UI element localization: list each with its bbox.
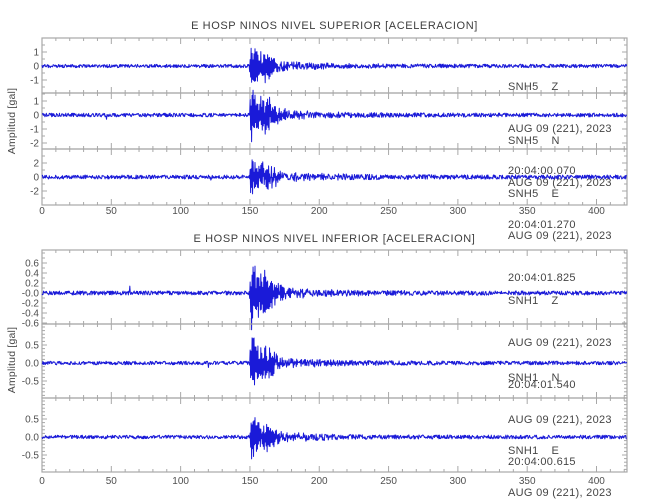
y-tick-label: 0.6 xyxy=(25,259,39,270)
subplot-frame xyxy=(41,323,628,399)
x-tick-label: 400 xyxy=(588,476,605,487)
trace-info-snh1-z: SNH1 Z AUG 09 (221), 2023 20:04:01.540 xyxy=(508,266,612,420)
trace-start-time: 20:04:01.825 xyxy=(508,272,576,284)
x-tick-label: 350 xyxy=(519,476,536,487)
x-tick-label: 400 xyxy=(588,206,605,217)
x-tick-label: 300 xyxy=(450,206,467,217)
trace-date: AUG 09 (221), 2023 xyxy=(508,487,612,499)
y-tick-label: -1 xyxy=(30,76,39,87)
panel-superior-y-axis-title: Amplitud [gal] xyxy=(6,87,18,155)
trace-info-snh5-n: SNH5 N AUG 09 (221), 2023 20:04:01.270 xyxy=(508,106,612,260)
y-tick-label: 0.5 xyxy=(25,415,39,426)
trace-date: AUG 09 (221), 2023 xyxy=(508,123,612,135)
x-tick-label: 200 xyxy=(311,206,328,217)
y-tick-label: -0.0 xyxy=(22,289,40,300)
x-tick-label: 100 xyxy=(172,476,189,487)
trace-date: AUG 09 (221), 2023 xyxy=(508,414,612,426)
y-tick-label: 0.2 xyxy=(25,279,39,290)
y-tick-label: 0 xyxy=(33,111,39,122)
trace-start-time: 20:04:01.270 xyxy=(508,219,576,231)
y-tick-label: 0 xyxy=(33,173,39,184)
y-tick-label: 0.0 xyxy=(25,433,39,444)
subplot-frame xyxy=(41,92,628,150)
trace-start-time: 20:04:01.540 xyxy=(508,379,576,391)
panel-superior-title: E HOSP NINOS NIVEL SUPERIOR [ACELERACION… xyxy=(191,20,478,32)
y-tick-label: -0.2 xyxy=(22,299,40,310)
trace-start-time: 20:04:00.070 xyxy=(508,165,576,177)
y-tick-label: 0.0 xyxy=(25,359,39,370)
y-tick-label: 1 xyxy=(33,48,39,59)
x-tick-label: 350 xyxy=(519,206,536,217)
x-tick-label: 150 xyxy=(242,476,259,487)
subplot-frame xyxy=(41,397,628,473)
trace-start-time: 20:04:00.615 xyxy=(508,456,576,468)
waveform-trace-snh5-z xyxy=(41,47,628,84)
x-tick-label: 250 xyxy=(380,476,397,487)
waveform-trace-snh1-e xyxy=(41,417,627,460)
trace-date: AUG 09 (221), 2023 xyxy=(508,230,612,242)
y-tick-label: 0 xyxy=(33,62,39,73)
y-tick-label: -1 xyxy=(30,125,39,136)
trace-station-label: SNH1 E xyxy=(508,445,560,457)
x-tick-label: 150 xyxy=(242,206,259,217)
y-tick-label: 0.5 xyxy=(25,341,39,352)
trace-station-label: SNH5 N xyxy=(508,135,560,147)
y-tick-label: -2 xyxy=(30,187,39,198)
x-tick-label: 0 xyxy=(39,476,45,487)
x-tick-label: 300 xyxy=(450,476,467,487)
trace-station-label: SNH1 Z xyxy=(508,295,559,307)
y-tick-label: -0.5 xyxy=(22,377,40,388)
y-tick-label: -2 xyxy=(30,139,39,150)
y-tick-label: 1 xyxy=(33,97,39,108)
panel-inferior-title: E HOSP NINOS NIVEL INFERIOR [ACELERACION… xyxy=(193,233,476,245)
y-tick-label: 2 xyxy=(33,159,39,170)
x-tick-label: 100 xyxy=(172,206,189,217)
x-tick-label: 200 xyxy=(311,476,328,487)
y-tick-label: -0.4 xyxy=(22,309,40,320)
trace-date: AUG 09 (221), 2023 xyxy=(508,177,612,189)
y-tick-label: -0.5 xyxy=(22,451,40,462)
waveform-trace-snh1-z xyxy=(41,265,628,331)
waveform-trace-snh5-n xyxy=(41,89,628,143)
panel-inferior-y-axis-title: Amplitud [gal] xyxy=(6,326,18,394)
trace-station-label: SNH5 Z xyxy=(508,81,559,93)
y-tick-label: -0.6 xyxy=(22,319,40,330)
trace-info-snh5-e: SNH5 E AUG 09 (221), 2023 20:04:01.825 xyxy=(508,159,612,313)
waveform-trace-snh1-n xyxy=(41,337,628,386)
trace-station-label: SNH1 N xyxy=(508,372,560,384)
x-tick-label: 0 xyxy=(39,206,45,217)
x-tick-label: 250 xyxy=(380,206,397,217)
x-tick-label: 50 xyxy=(106,206,118,217)
y-tick-label: 0.4 xyxy=(25,269,39,280)
trace-info-snh5-z: SNH5 Z AUG 09 (221), 2023 20:04:00.070 xyxy=(508,52,612,206)
x-tick-label: 50 xyxy=(106,476,118,487)
waveform-trace-snh5-e xyxy=(41,159,627,195)
trace-date: AUG 09 (221), 2023 xyxy=(508,337,612,349)
trace-info-snh1-n: SNH1 N AUG 09 (221), 2023 20:04:00.615 xyxy=(508,343,612,497)
trace-station-label: SNH5 E xyxy=(508,188,560,200)
